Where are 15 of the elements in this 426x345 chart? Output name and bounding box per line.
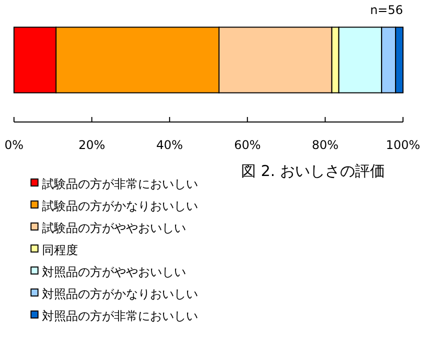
x-tick-label: 20%: [78, 138, 106, 152]
x-tick-label: 40%: [156, 138, 183, 152]
text: n=56: [370, 3, 403, 17]
x-tick-label: 60%: [234, 138, 261, 152]
x-tick-label: 0%: [4, 138, 24, 152]
legend-label: 対照品の方がややおいしい: [42, 265, 186, 279]
legend-label: 対照品の方がかなりおいしい: [42, 287, 198, 301]
x-tick-label: 100%: [386, 138, 420, 152]
text: 図 2. おいしさの評価: [241, 162, 385, 180]
legend-label: 試験品の方がややおいしい: [42, 221, 186, 235]
legend-label: 同程度: [42, 243, 78, 257]
x-tick-label: 80%: [312, 138, 339, 152]
legend-label: 試験品の方が非常においしい: [42, 177, 198, 191]
legend-label: 試験品の方がかなりおいしい: [42, 199, 198, 213]
legend-label: 対照品の方が非常においしい: [42, 309, 198, 323]
